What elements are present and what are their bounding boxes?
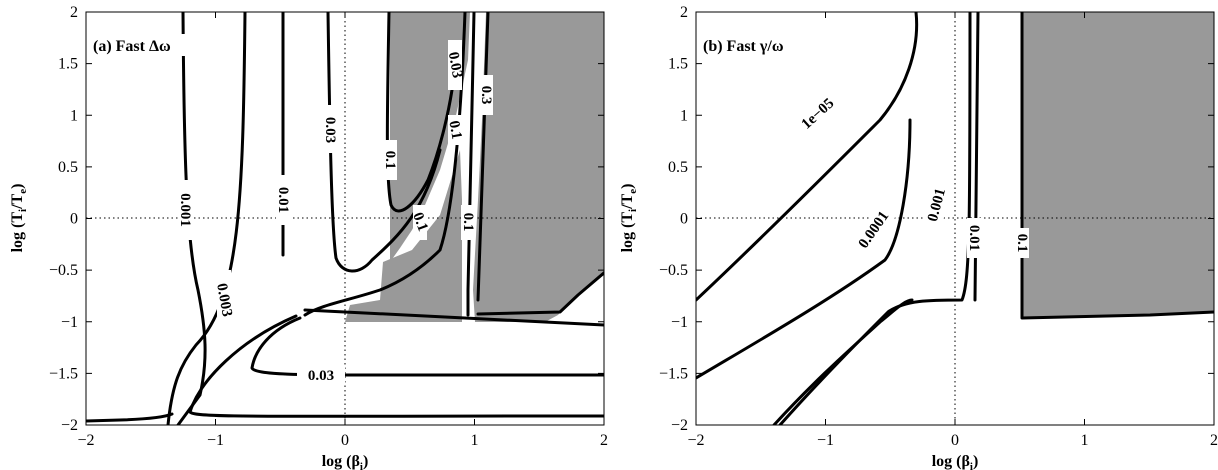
panel-a-fast-delta-omega: 0.001 0.003 0.01 0.03 0.1 0.03 0.1 0.3 xyxy=(9,4,608,470)
panel-b-fast-gamma-omega: 1e−05 0.0001 0.001 0.01 0.1 (b) Fast γ/ω… xyxy=(619,4,1218,470)
contour-line xyxy=(303,308,604,327)
panel-title: (a) Fast Δω xyxy=(90,34,192,56)
panel-title: (b) Fast γ/ω xyxy=(700,34,804,56)
y-tick-label: 1.5 xyxy=(668,56,688,73)
contour-line xyxy=(476,270,604,316)
contour-label: 1e−05 xyxy=(790,87,846,141)
contour-line xyxy=(1020,12,1214,320)
svg-text:0.03: 0.03 xyxy=(445,51,465,80)
y-tick-label: −0.5 xyxy=(49,262,78,279)
contour-label: 0.03 xyxy=(297,366,345,384)
contour-label: 0.03 xyxy=(322,105,338,153)
svg-text:0.001: 0.001 xyxy=(177,193,193,227)
contour-label: 0.003 xyxy=(213,270,235,330)
axis-ticks: −2 −1 0 1 2 2 1.5 1 0.5 0 −0.5 −1 −1.5 −2 xyxy=(659,4,1218,449)
contour-line xyxy=(385,12,454,213)
x-tick-label: 2 xyxy=(1210,432,1218,449)
y-tick-label: 2 xyxy=(680,4,688,21)
contour-line xyxy=(166,12,247,425)
y-tick-label: 0.5 xyxy=(58,159,78,176)
y-tick-label: 2 xyxy=(70,4,78,21)
svg-text:(a) Fast Δω: (a) Fast Δω xyxy=(93,38,171,55)
x-axis-label: log (βi) xyxy=(932,453,979,470)
y-tick-label: −2 xyxy=(61,417,78,434)
contour-label: 0.1 xyxy=(1014,228,1030,258)
svg-text:(b) Fast γ/ω: (b) Fast γ/ω xyxy=(703,38,784,55)
y-tick-label: 0 xyxy=(70,211,78,228)
x-tick-label: 0 xyxy=(341,432,349,449)
svg-text:0.03: 0.03 xyxy=(308,368,334,384)
svg-text:0.03: 0.03 xyxy=(322,117,338,143)
shaded-region xyxy=(345,150,462,322)
y-tick-label: 0 xyxy=(680,211,688,228)
x-tick-label: 1 xyxy=(1081,432,1089,449)
contour-label: 0.03 xyxy=(445,40,465,90)
axis-ticks: −2 −1 0 1 2 2 1.5 1 0.5 0 −0.5 −1 −1.5 −2 xyxy=(49,4,608,449)
contour-line xyxy=(696,118,912,380)
y-tick-label: 1 xyxy=(70,107,78,124)
contour-line xyxy=(176,12,207,425)
y-tick-label: −1 xyxy=(671,314,688,331)
y-tick-label: −1 xyxy=(61,314,78,331)
svg-text:0.1: 0.1 xyxy=(409,210,430,233)
contour-label: 0.1 xyxy=(445,115,465,145)
x-tick-label: −2 xyxy=(77,432,94,449)
contour-line xyxy=(772,298,914,425)
contour-label: 0.01 xyxy=(966,218,982,258)
svg-text:0.1: 0.1 xyxy=(460,213,476,232)
shaded-region xyxy=(1022,12,1214,318)
contour-label: 0.1 xyxy=(382,140,398,180)
x-axis-label: log (βi) xyxy=(322,453,369,470)
svg-text:0.3: 0.3 xyxy=(478,86,494,105)
svg-text:0.1: 0.1 xyxy=(1014,234,1030,253)
contour-label: 0.3 xyxy=(478,75,494,115)
svg-text:0.003: 0.003 xyxy=(213,282,235,318)
x-tick-label: 0 xyxy=(951,432,959,449)
svg-text:0.1: 0.1 xyxy=(445,119,464,140)
y-tick-label: −1.5 xyxy=(49,365,78,382)
contour-line xyxy=(466,12,476,317)
x-tick-label: 1 xyxy=(471,432,479,449)
contour-label: 0.1 xyxy=(460,205,476,240)
svg-text:0.1: 0.1 xyxy=(382,151,398,170)
shaded-region xyxy=(473,12,604,322)
y-axis-label: log (Ti/Te) xyxy=(619,184,639,253)
svg-text:0.01: 0.01 xyxy=(966,225,982,251)
x-tick-label: 2 xyxy=(600,432,608,449)
contour-label: 0.1 xyxy=(409,205,431,240)
x-tick-label: −1 xyxy=(207,432,224,449)
y-tick-label: 1.5 xyxy=(58,56,78,73)
x-tick-label: −2 xyxy=(687,432,704,449)
contour-label: 0.001 xyxy=(177,180,193,240)
y-tick-label: 1 xyxy=(680,107,688,124)
y-tick-label: −0.5 xyxy=(659,262,688,279)
contour-label: 0.01 xyxy=(275,175,291,225)
svg-text:0.01: 0.01 xyxy=(275,187,291,213)
contour-label: 0.001 xyxy=(921,181,953,229)
y-tick-label: 0.5 xyxy=(668,159,688,176)
contour-line xyxy=(86,412,174,423)
contour-line xyxy=(696,12,919,302)
contour-line xyxy=(476,12,490,302)
y-tick-label: −2 xyxy=(671,417,688,434)
y-tick-label: −1.5 xyxy=(659,365,688,382)
y-axis-label: log (Ti/Te) xyxy=(9,184,29,253)
contour-line xyxy=(188,314,604,418)
x-tick-label: −1 xyxy=(817,432,834,449)
